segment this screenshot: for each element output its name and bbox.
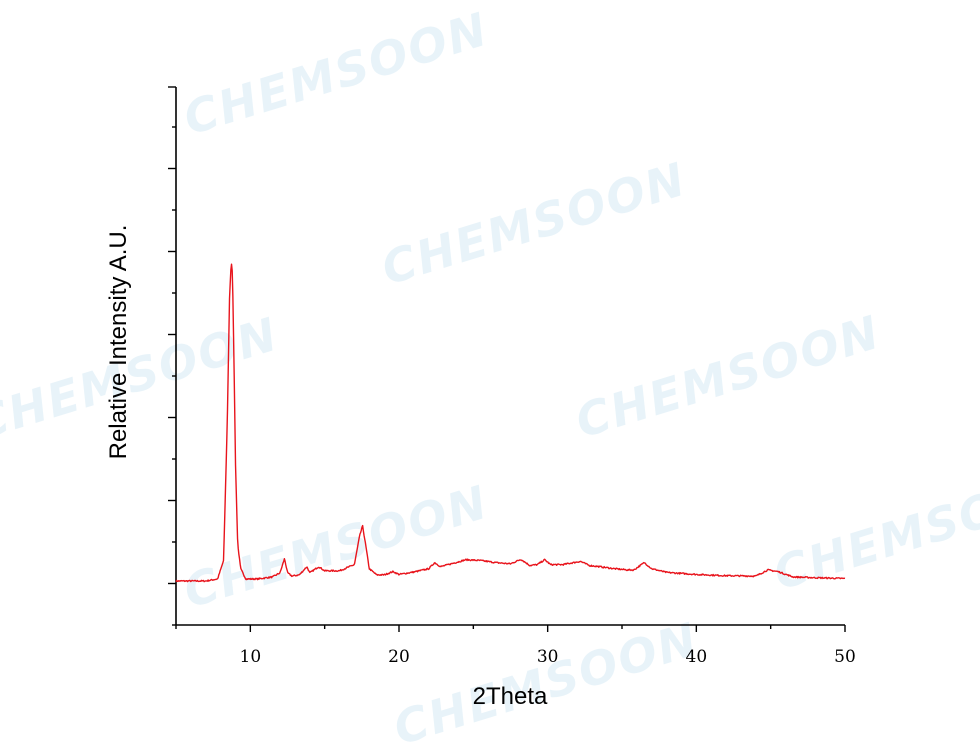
x-axis-ticks [176,625,845,632]
watermark-text: CHEMSOON [177,2,494,146]
x-tick-label: 20 [388,647,410,667]
xrpd-chart: CHEMSOON CHEMSOON CHEMSOON CHEMSOON CHEM… [0,0,980,750]
x-axis-title: 2Theta [473,683,548,710]
watermark-text: CHEMSOON [0,307,285,451]
watermark-text: CHEMSOON [569,305,886,449]
y-axis-title: Relative Intensity A.U. [105,225,132,460]
x-axis-tick-labels: 10 20 30 40 50 [240,647,856,667]
x-tick-label: 10 [240,647,262,667]
watermark-text: CHEMSOON [767,457,980,601]
x-tick-label: 30 [537,647,559,667]
watermark-layer: CHEMSOON CHEMSOON CHEMSOON CHEMSOON CHEM… [0,2,980,750]
x-tick-label: 50 [834,647,856,667]
watermark-text: CHEMSOON [375,152,692,296]
x-tick-label: 40 [686,647,708,667]
series-line-xrpd [176,264,845,582]
watermark-text: CHEMSOON [387,612,704,750]
